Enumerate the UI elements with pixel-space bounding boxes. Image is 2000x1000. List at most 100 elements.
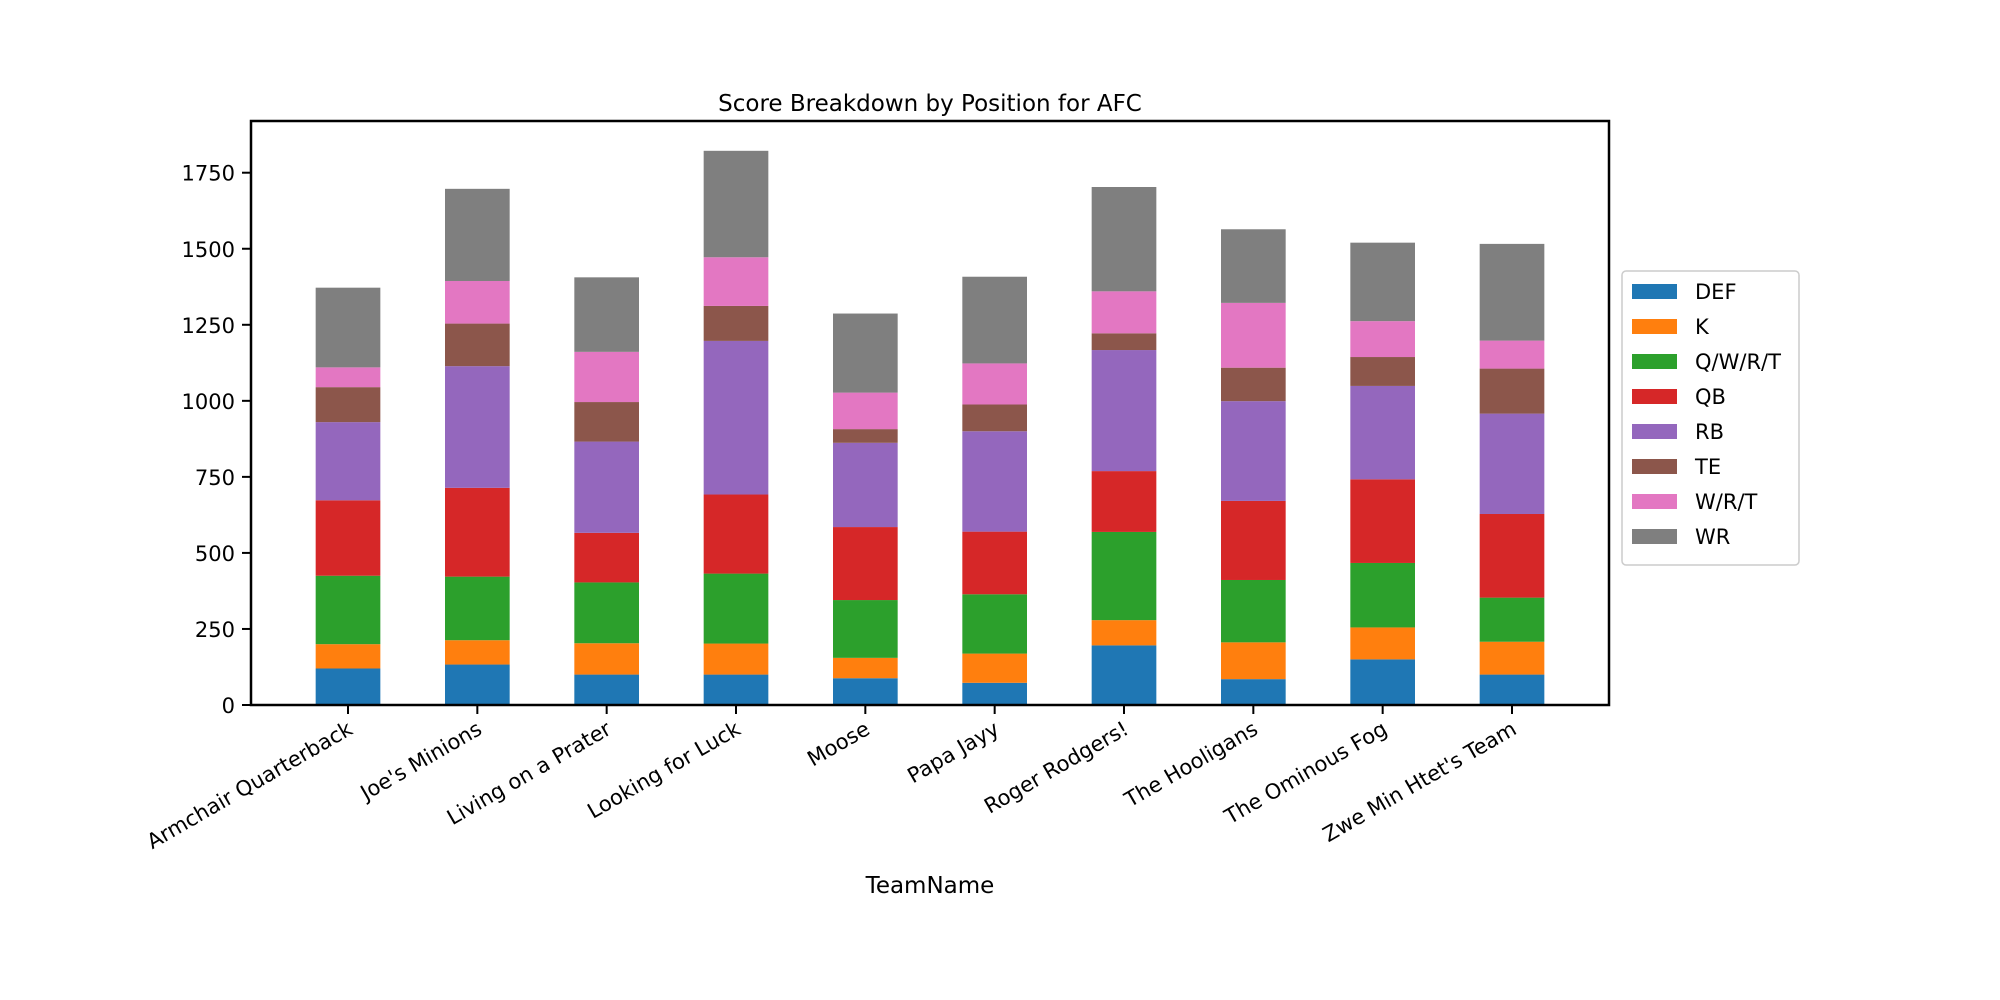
legend-label: DEF: [1695, 280, 1737, 304]
legend-label: W/R/T: [1695, 490, 1758, 514]
x-tick-label: Joe's Minions: [355, 717, 486, 807]
legend-label: TE: [1694, 455, 1721, 479]
bar-segment: [833, 527, 898, 601]
bar-segment: [445, 323, 510, 367]
bar-segment: [962, 594, 1027, 654]
bar-segment: [833, 429, 898, 443]
y-tick-label: 1250: [182, 314, 235, 338]
bar-segment: [574, 351, 639, 403]
plot-frame: [249, 119, 1611, 707]
chart-title: Score Breakdown by Position for AFC: [718, 91, 1142, 117]
bar-segment: [1091, 620, 1157, 646]
legend-swatch: [1632, 319, 1677, 334]
x-tick-label: Papa Jayy: [903, 717, 1003, 788]
bar-segment: [833, 313, 898, 393]
bar-segment: [1091, 531, 1157, 621]
legend-label: RB: [1695, 420, 1724, 444]
bar-segment: [574, 532, 639, 583]
bar-segment: [962, 404, 1027, 432]
x-tick-label: Moose: [803, 717, 874, 772]
legend-swatch: [1632, 424, 1677, 439]
bar-segment: [703, 305, 769, 341]
bar-segment: [962, 363, 1027, 405]
bar-segment: [962, 531, 1027, 595]
y-tick-label: 1000: [182, 390, 235, 414]
bar-segment: [1221, 367, 1286, 402]
legend-swatch: [1632, 459, 1677, 474]
bar-segment: [703, 340, 769, 495]
bar-segment: [1350, 562, 1415, 628]
legend-label: K: [1695, 315, 1710, 339]
bar-segment: [1091, 645, 1157, 705]
legend: DEF K Q/W/R/T QB RB TE W/R/T WR: [1621, 270, 1800, 566]
bar-segment: [445, 188, 510, 281]
bar-segment: [703, 494, 769, 574]
bar-segment: [703, 674, 769, 705]
bar-segment: [445, 664, 510, 705]
bar-segment: [833, 657, 898, 679]
bar-segment: [315, 644, 381, 669]
legend-label: WR: [1695, 525, 1730, 549]
bar-segment: [574, 674, 639, 705]
bar-segment: [1221, 679, 1286, 705]
y-tick-label: 1500: [182, 238, 235, 262]
bar-segment: [1479, 641, 1545, 675]
bar-segment: [315, 668, 381, 705]
y-tick-label: 750: [195, 466, 235, 490]
bar-segment: [703, 643, 769, 675]
bar-segment: [962, 653, 1027, 683]
bar-segment: [315, 422, 381, 501]
bar-segment: [703, 257, 769, 306]
bar-segment: [1221, 579, 1286, 643]
bar-segment: [962, 276, 1027, 364]
bar-segment: [574, 643, 639, 675]
legend-swatch: [1632, 284, 1677, 299]
bar-segment: [1479, 368, 1545, 414]
bar-segment: [1350, 627, 1415, 660]
bar-segment: [833, 678, 898, 705]
legend-label: QB: [1695, 385, 1726, 409]
y-tick-label: 1750: [182, 162, 235, 186]
bar-segment: [1221, 642, 1286, 680]
bar-segment: [574, 402, 639, 442]
bar-segment: [445, 640, 510, 665]
x-axis: Armchair Quarterback Joe's MinionsLiving …: [143, 705, 1521, 854]
bar-segment: [833, 442, 898, 528]
bar-segment: [1479, 513, 1545, 598]
bar-segment: [445, 280, 510, 324]
bar-segment: [1091, 350, 1157, 472]
bar-segment: [1350, 659, 1415, 706]
bar-segment: [833, 392, 898, 430]
bar-segment: [1221, 401, 1286, 501]
bar-segment: [315, 387, 381, 423]
bar-segment: [703, 573, 769, 644]
bar-segment: [1479, 597, 1545, 642]
bar-segment: [1350, 357, 1415, 386]
bar-segment: [315, 500, 381, 576]
bar-segment: [1091, 333, 1157, 351]
legend-swatch: [1632, 389, 1677, 404]
bar-segment: [1479, 340, 1545, 369]
bar-segment: [1091, 291, 1157, 334]
bar-segment: [1221, 229, 1286, 303]
y-tick-label: 0: [222, 694, 235, 718]
bar-segment: [703, 150, 769, 258]
legend-swatch: [1632, 354, 1677, 369]
legend-label: Q/W/R/T: [1695, 350, 1781, 374]
bar-segment: [445, 366, 510, 488]
bar-segment: [315, 575, 381, 645]
bar-segment: [1350, 479, 1415, 563]
bar-segment: [315, 287, 381, 368]
bar-segment: [833, 600, 898, 658]
bar-segment: [1479, 413, 1545, 514]
bar-segment: [962, 431, 1027, 532]
x-tick-label: Roger Rodgers!: [980, 717, 1132, 819]
bar-segment: [315, 367, 381, 388]
y-tick-label: 500: [195, 542, 235, 566]
bar-segment: [1479, 243, 1545, 341]
y-axis: 0 250 500 750 1000 1250 1500 1750: [182, 162, 251, 718]
bar-segment: [574, 441, 639, 533]
bar-segment: [1221, 302, 1286, 368]
bar-segment: [574, 582, 639, 644]
